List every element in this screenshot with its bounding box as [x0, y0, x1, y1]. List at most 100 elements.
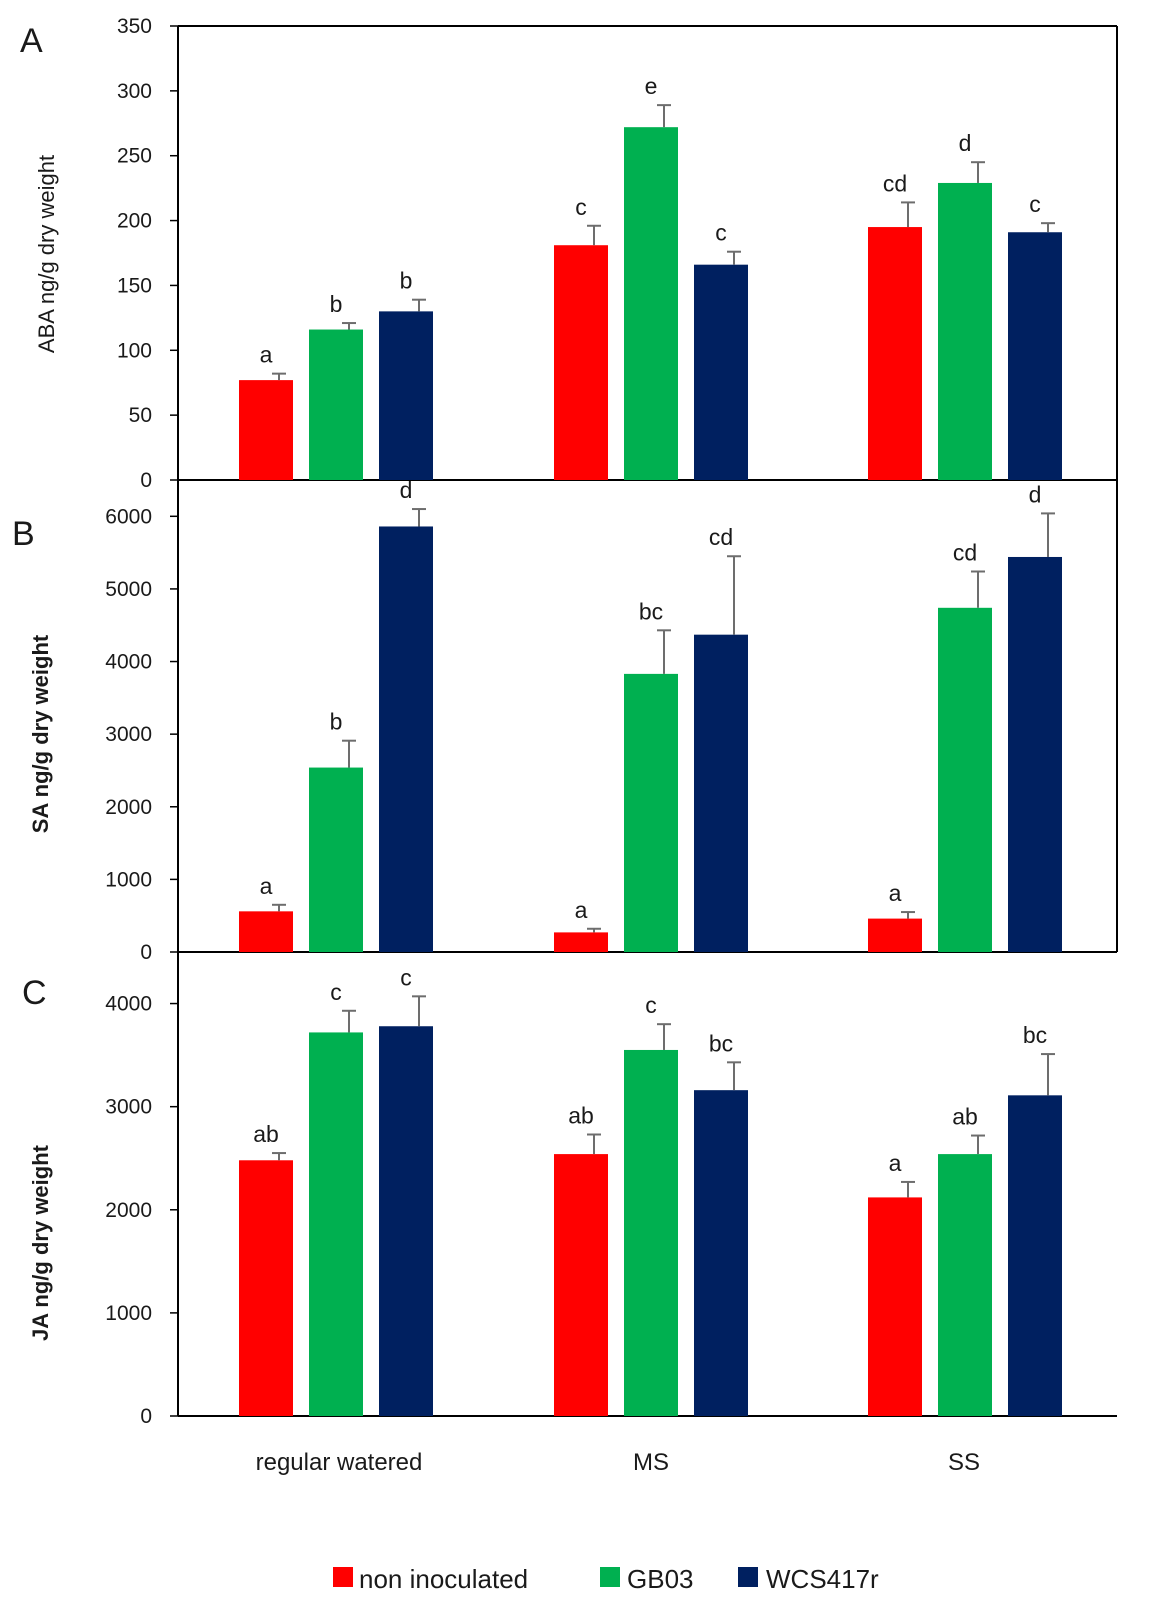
legend-item-non-inoculated: non inoculated — [333, 1564, 528, 1594]
bar — [309, 329, 363, 480]
x-category-label: SS — [948, 1449, 980, 1476]
bar — [694, 634, 748, 952]
y-tick-label: 100 — [117, 339, 152, 362]
x-category-label: MS — [633, 1449, 669, 1476]
legend-swatch-gb03 — [600, 1567, 620, 1587]
y-tick-label: 2000 — [105, 1199, 152, 1222]
bar — [1008, 232, 1062, 480]
legend: non inoculated GB03 WCS417r — [333, 1564, 879, 1594]
significance-label: c — [330, 979, 342, 1005]
bar — [938, 1154, 992, 1416]
bar — [868, 227, 922, 480]
significance-label: bc — [709, 1030, 733, 1056]
significance-label: cd — [709, 524, 733, 550]
bar — [239, 1160, 293, 1416]
significance-label: ab — [952, 1104, 978, 1130]
y-tick-label: 0 — [140, 469, 152, 492]
bar — [239, 911, 293, 952]
panel-c: C JA ng/g dry weight 01000200030004000ab… — [22, 952, 1117, 1428]
y-tick-label: 3000 — [105, 723, 152, 746]
y-tick-label: 4000 — [105, 651, 152, 674]
legend-swatch-wcs417r — [738, 1567, 758, 1587]
y-tick-label: 50 — [129, 404, 152, 427]
x-category-label: regular watered — [256, 1449, 423, 1476]
y-tick-label: 6000 — [105, 505, 152, 528]
bar — [309, 767, 363, 952]
significance-label: cd — [953, 539, 977, 565]
y-tick-label: 300 — [117, 80, 152, 103]
bar — [868, 918, 922, 952]
significance-label: b — [330, 709, 343, 735]
plot-area-b: 0 1000 2000 3000 4000 5000 6000 a a a b bc cd d cd d — [105, 477, 1118, 964]
panel-letter-c: C — [22, 974, 47, 1012]
significance-label: d — [400, 477, 413, 503]
y-tick-label: 200 — [117, 210, 152, 233]
significance-label: a — [889, 1150, 902, 1176]
bar — [938, 182, 992, 480]
legend-label-non-inoculated: non inoculated — [359, 1564, 528, 1594]
y-axis-label-c: JA ng/g dry weight — [28, 1144, 53, 1341]
y-tick-label: 0 — [140, 1405, 152, 1428]
significance-label: a — [889, 880, 902, 906]
significance-label: a — [260, 873, 273, 899]
significance-label: a — [575, 897, 588, 923]
significance-label: b — [330, 291, 343, 317]
plot-area-a: 0 50 100 150 200 250 300 350 a c cd b e d b c c — [117, 15, 1118, 492]
legend-label-wcs417r: WCS417r — [766, 1564, 879, 1594]
bar — [694, 264, 748, 480]
significance-label: cd — [883, 170, 907, 196]
bar — [554, 245, 608, 480]
bar — [239, 380, 293, 480]
significance-label: a — [260, 342, 273, 368]
panel-a: A ABA ng/g dry weight 0 50 100 150 200 250 300… — [20, 15, 1118, 492]
y-tick-label: 1000 — [105, 868, 152, 891]
y-tick-label: 3000 — [105, 1096, 152, 1119]
significance-label: ab — [568, 1103, 594, 1129]
panel-letter-a: A — [20, 22, 43, 60]
bar — [694, 1090, 748, 1416]
significance-label: e — [645, 73, 658, 99]
plot-area-c: 0 1000 2000 3000 4000 ab ab a c c ab c bc bc — [105, 952, 1117, 1428]
y-tick-label: 0 — [140, 941, 152, 964]
bar — [1008, 556, 1062, 952]
significance-label: c — [575, 194, 587, 220]
y-tick-label: 250 — [117, 145, 152, 168]
bar — [379, 526, 433, 952]
significance-label: b — [400, 268, 413, 294]
bar — [868, 1197, 922, 1416]
legend-swatch-non-inoculated — [333, 1567, 353, 1587]
significance-label: c — [400, 964, 412, 990]
panel-letter-b: B — [12, 515, 35, 553]
significance-label: c — [645, 992, 657, 1018]
y-tick-label: 4000 — [105, 993, 152, 1016]
bar — [554, 932, 608, 952]
bar — [379, 1026, 433, 1416]
x-axis-category-labels: regular watered MS SS — [256, 1449, 980, 1476]
significance-label: d — [1029, 481, 1042, 507]
bar — [624, 1049, 678, 1416]
bar — [1008, 1095, 1062, 1416]
y-tick-label: 2000 — [105, 796, 152, 819]
bar — [624, 673, 678, 952]
significance-label: bc — [1023, 1022, 1047, 1048]
significance-label: c — [1029, 191, 1041, 217]
bar — [554, 1154, 608, 1416]
panel-b: B SA ng/g dry weight 0 1000 2000 3000 4000 50… — [12, 477, 1118, 964]
bar — [624, 127, 678, 481]
bar — [379, 311, 433, 480]
y-tick-label: 1000 — [105, 1302, 152, 1325]
y-tick-label: 150 — [117, 274, 152, 297]
bar — [309, 1032, 363, 1416]
legend-label-gb03: GB03 — [627, 1564, 694, 1594]
significance-label: bc — [639, 598, 663, 624]
bar — [938, 607, 992, 952]
significance-label: c — [715, 220, 727, 246]
y-axis-label-a: ABA ng/g dry weight — [34, 155, 59, 353]
significance-label: d — [959, 130, 972, 156]
y-tick-label: 5000 — [105, 578, 152, 601]
y-tick-label: 350 — [117, 15, 152, 38]
significance-label: ab — [253, 1121, 279, 1147]
y-axis-label-b: SA ng/g dry weight — [28, 634, 53, 833]
legend-item-wcs417r: WCS417r — [738, 1564, 879, 1594]
